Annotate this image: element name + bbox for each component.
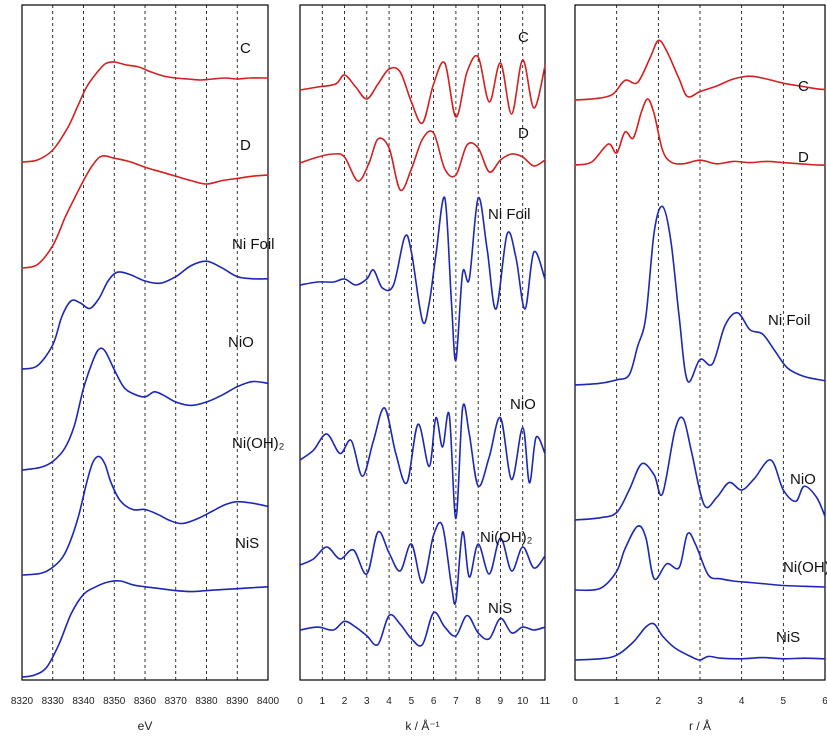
tick-label: 7: [453, 696, 459, 707]
panel-exafs-k: 0 1 2 3 4 5 6 7 8 9 10 11 k / Å⁻¹ C D Ni Foil NiO Ni(OH)₂…: [297, 4, 551, 733]
series-label: C: [518, 29, 529, 46]
trace-d: [21, 154, 269, 269]
tick-label: 1: [614, 696, 620, 707]
tick-label: 8390: [226, 696, 249, 707]
panel-xanes: 8320 8330 8340 8350 8360 8370 8380 8390 8400 eV C D…: [11, 4, 285, 733]
tick-label: 5: [781, 696, 787, 707]
trace-c: [21, 61, 269, 163]
tick-label: 10: [517, 696, 529, 707]
tick-label: 8330: [42, 696, 65, 707]
x-axis-label: k / Å⁻¹: [405, 718, 439, 733]
trace-ni-foil: [299, 196, 546, 362]
tick-label: 5: [409, 696, 415, 707]
trace-nis: [21, 580, 269, 678]
plot-frame: [574, 4, 826, 681]
tick-label: 4: [739, 696, 745, 707]
plot-frame: [21, 4, 269, 681]
tick-label: 8: [475, 696, 481, 707]
series-label: Ni(OH)₂: [480, 529, 533, 546]
series-label: Ni Foil: [232, 236, 275, 253]
tick-label: 8360: [134, 696, 157, 707]
series-label: D: [518, 125, 529, 142]
trace-ni-foil: [574, 205, 826, 386]
trace-ni-foil: [21, 260, 269, 370]
tick-label: 11: [540, 696, 551, 707]
tick-label: 1: [319, 696, 325, 707]
tick-label: 8380: [195, 696, 218, 707]
tick-label: 9: [498, 696, 504, 707]
series-label: C: [798, 78, 809, 95]
tick-label: 3: [364, 696, 370, 707]
series-label: Ni(OH)₂: [232, 435, 285, 452]
trace-c: [574, 39, 826, 101]
tick-label: 2: [342, 696, 348, 707]
series-label: Ni Foil: [768, 312, 811, 329]
series-label: NiS: [235, 535, 259, 552]
tick-label: 8350: [103, 696, 126, 707]
trace-nio: [299, 403, 546, 520]
series-label: NiO: [510, 396, 536, 413]
trace-c: [299, 54, 546, 125]
tick-label: 6: [822, 696, 827, 707]
panel-fourier-transform: 0 1 2 3 4 5 6 r / Å C D Ni Foil NiO Ni(OH)₂ NiS: [572, 4, 827, 733]
series-label: D: [240, 137, 251, 154]
tick-label: 8370: [165, 696, 188, 707]
tick-label: 4: [386, 696, 392, 707]
trace-nis: [574, 622, 826, 661]
series-label: NiS: [776, 629, 800, 646]
series-label: D: [798, 149, 809, 166]
series-label: NiS: [488, 600, 512, 617]
trace-nis: [299, 611, 546, 647]
series-label: NiO: [790, 471, 816, 488]
series-label: Ni Foil: [488, 206, 531, 223]
series-label: Ni(OH)₂: [783, 559, 827, 576]
tick-label: 6: [431, 696, 437, 707]
trace-ni-oh-: [574, 525, 826, 592]
trace-nio: [21, 347, 269, 471]
tick-label: 8340: [72, 696, 95, 707]
plot-frame: [299, 4, 546, 681]
series-label: NiO: [228, 334, 254, 351]
tick-label: 3: [697, 696, 703, 707]
tick-label: 2: [656, 696, 662, 707]
trace-ni-oh-: [21, 455, 269, 576]
trace-nio: [574, 416, 826, 521]
tick-label: 0: [572, 696, 578, 707]
series-label: C: [240, 40, 251, 57]
tick-label: 8400: [257, 696, 280, 707]
tick-label: 0: [297, 696, 303, 707]
x-axis-label: r / Å: [689, 718, 711, 733]
tick-label: 8320: [11, 696, 34, 707]
trace-ni-oh-: [299, 521, 546, 606]
trace-d: [299, 130, 546, 192]
trace-d: [574, 98, 826, 166]
x-axis-label: eV: [138, 719, 153, 733]
